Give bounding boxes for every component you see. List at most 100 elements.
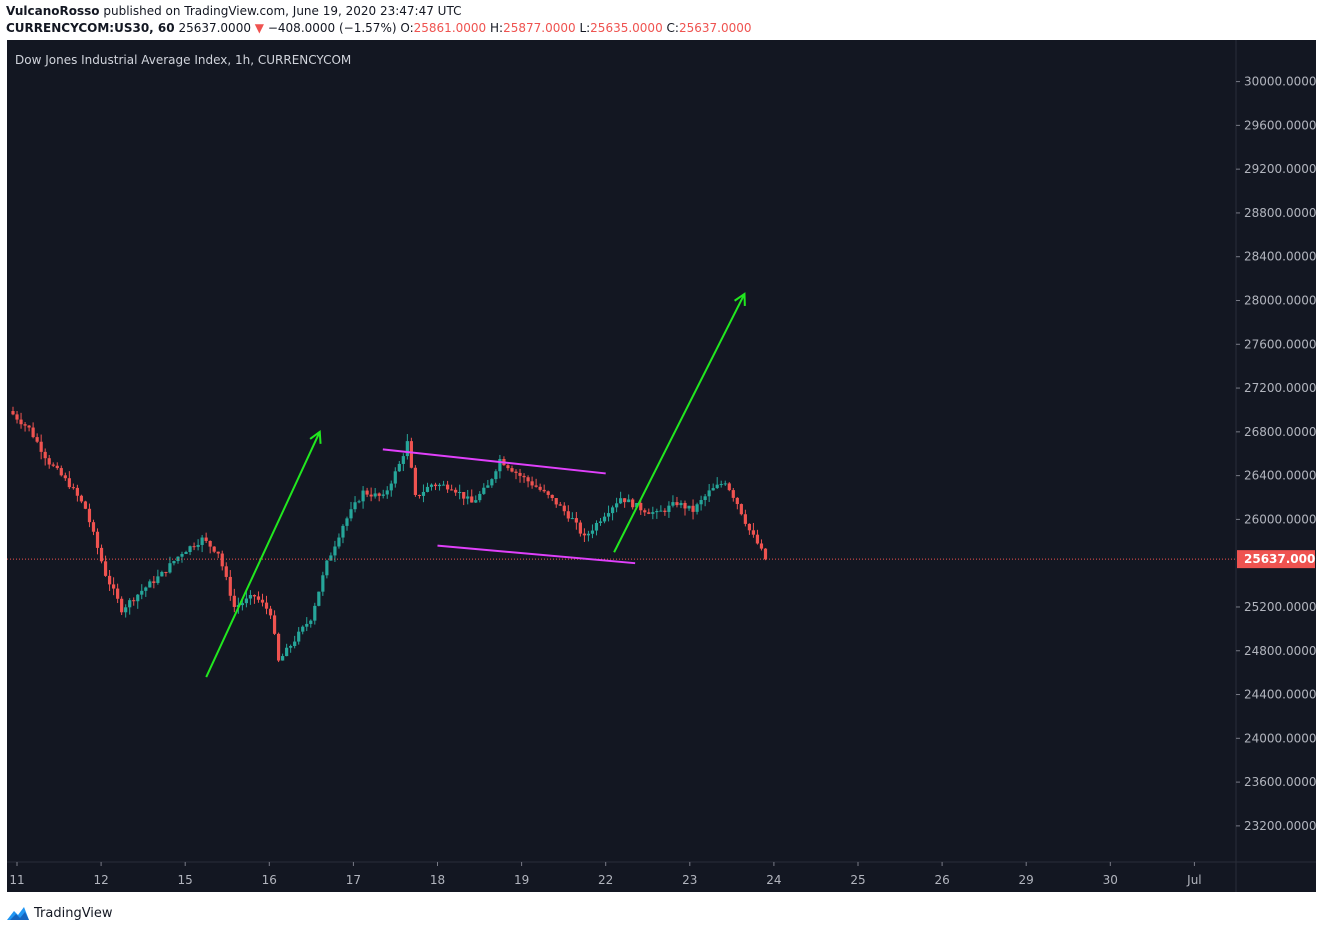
- trend-arrow-2[interactable]: [613, 292, 746, 553]
- candle: [79, 494, 84, 504]
- candle: [71, 483, 75, 490]
- candle: [683, 500, 687, 516]
- trend-arrow-1[interactable]: [205, 429, 322, 678]
- candle: [216, 551, 220, 559]
- chart-panel[interactable]: Dow Jones Industrial Average Index, 1h, …: [7, 40, 1316, 892]
- candle: [148, 579, 152, 588]
- candle: [192, 542, 196, 551]
- chart-title: Dow Jones Industrial Average Index, 1h, …: [15, 53, 351, 67]
- symbol-line: CURRENCYCOM:US30, 60 25637.0000 ▼ −408.0…: [6, 21, 751, 35]
- candle: [128, 598, 132, 615]
- candle: [59, 465, 63, 477]
- candle: [285, 643, 289, 657]
- candle: [627, 494, 631, 503]
- candle: [570, 512, 574, 520]
- y-tick-label: 24800.0000: [1244, 644, 1316, 658]
- candle: [381, 489, 385, 499]
- candle: [578, 520, 582, 537]
- candle: [160, 570, 164, 577]
- candle: [305, 617, 309, 632]
- candle: [425, 482, 430, 493]
- candle: [623, 498, 627, 508]
- price-chart[interactable]: Dow Jones Industrial Average Index, 1h, …: [7, 40, 1316, 892]
- candle: [325, 559, 329, 579]
- candle: [715, 477, 719, 489]
- candle: [212, 546, 216, 554]
- open-label: O:: [400, 21, 414, 35]
- channel-lower-line[interactable]: [437, 544, 636, 565]
- close-label: C:: [666, 21, 679, 35]
- candle: [759, 539, 764, 551]
- candle: [15, 411, 19, 424]
- close-value: 25637.0000: [678, 21, 752, 35]
- candle: [116, 583, 120, 604]
- candle: [602, 512, 607, 524]
- candle: [417, 494, 422, 499]
- svg-text:25637.0000: 25637.0000: [1244, 552, 1316, 566]
- candle: [458, 484, 462, 500]
- candle: [562, 502, 566, 516]
- candle: [11, 406, 15, 416]
- candle: [349, 501, 353, 522]
- candle: [695, 502, 699, 515]
- tradingview-footer[interactable]: TradingView: [6, 902, 113, 924]
- high-label: H:: [490, 21, 504, 35]
- candle: [47, 454, 51, 469]
- candle: [441, 480, 446, 486]
- candle: [67, 471, 71, 489]
- candle: [751, 522, 756, 538]
- candle: [124, 604, 128, 618]
- candle: [27, 425, 31, 432]
- candle: [281, 653, 285, 661]
- candle: [51, 462, 55, 468]
- candle: [610, 505, 615, 521]
- y-tick-label: 24000.0000: [1244, 731, 1316, 745]
- candle: [99, 544, 104, 564]
- channel-upper-line[interactable]: [382, 448, 606, 475]
- candle: [365, 487, 369, 498]
- candle: [293, 635, 297, 649]
- candle: [103, 555, 108, 577]
- candle: [667, 501, 671, 518]
- candle: [486, 479, 490, 488]
- candle: [478, 491, 482, 503]
- candle: [763, 548, 768, 561]
- y-tick-label: 29200.0000: [1244, 162, 1316, 176]
- low-label: L:: [579, 21, 591, 35]
- candle: [655, 508, 659, 519]
- candle: [337, 533, 341, 549]
- candle: [252, 594, 257, 604]
- candle: [75, 484, 79, 502]
- candle: [566, 505, 570, 522]
- candle: [120, 596, 124, 616]
- candle: [369, 487, 373, 502]
- x-tick-label: 19: [514, 873, 529, 887]
- symbol-name: CURRENCYCOM:US30, 60: [6, 21, 175, 35]
- candle: [546, 490, 550, 499]
- candle: [321, 571, 325, 596]
- high-value: 25877.0000: [503, 21, 576, 35]
- candle: [309, 619, 313, 628]
- price-change: −408.0000 (−1.57%): [267, 21, 397, 35]
- candle: [107, 569, 112, 591]
- candle: [156, 569, 160, 585]
- candle: [506, 464, 510, 471]
- candle: [180, 551, 184, 563]
- candle: [707, 484, 711, 503]
- candle: [140, 584, 144, 600]
- x-tick-label: 12: [93, 873, 108, 887]
- candle: [522, 473, 526, 483]
- candle: [55, 462, 59, 470]
- candle: [276, 632, 281, 663]
- y-tick-label: 23600.0000: [1244, 775, 1316, 789]
- candle: [582, 528, 587, 542]
- candle: [152, 575, 156, 589]
- candle: [437, 483, 442, 491]
- candle: [619, 491, 623, 505]
- candle: [313, 602, 317, 625]
- author-name[interactable]: VulcanoRosso: [6, 4, 100, 18]
- candle: [35, 433, 39, 444]
- candle: [289, 644, 293, 653]
- candle: [301, 625, 305, 635]
- y-tick-label: 27600.0000: [1244, 337, 1316, 351]
